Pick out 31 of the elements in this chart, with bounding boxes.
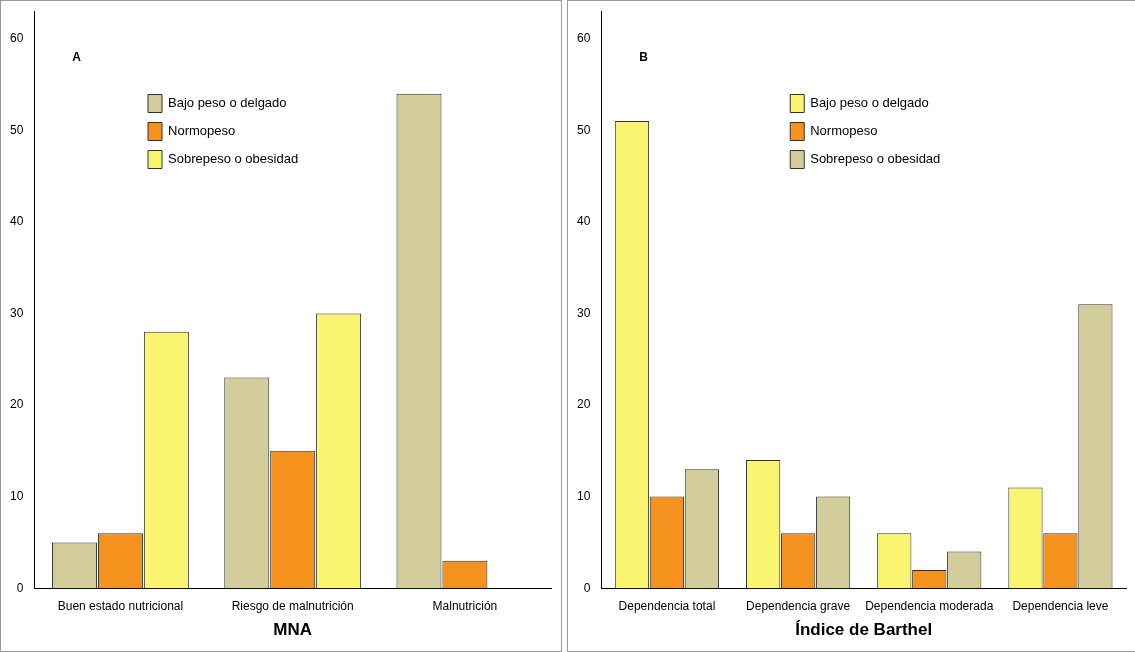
y-tick-label: 40 [576, 214, 591, 229]
x-tick-label: Dependencia leve [1012, 598, 1109, 613]
y-tick-label: 50 [9, 122, 24, 137]
y-tick-label: 10 [9, 488, 24, 503]
legend-label: Bajo peso o delgado [168, 95, 287, 111]
y-tick-label: 60 [576, 30, 591, 45]
x-tick-label: Dependencia moderada [865, 598, 994, 613]
annotation: B [639, 50, 649, 65]
x-tick-label: Buen estado nutricional [57, 598, 184, 613]
x-tick-label: Malnutrición [432, 598, 498, 613]
legend-label: Sobrepeso o obesidad [810, 151, 941, 167]
y-tick-label: 0 [16, 580, 24, 595]
x-tick-label: Dependencia grave [746, 598, 851, 613]
y-tick-label: 0 [583, 580, 591, 595]
legend-label: Normopeso [810, 123, 878, 139]
legend-label: Sobrepeso o obesidad [168, 151, 299, 167]
y-tick-label: 30 [9, 305, 24, 320]
y-tick-label: 60 [9, 30, 24, 45]
y-tick-label: 40 [9, 214, 24, 229]
y-tick-label: 50 [576, 122, 591, 137]
legend-label: Bajo peso o delgado [810, 95, 929, 111]
annotation: A [72, 50, 82, 65]
x-tick-label: Dependencia total [618, 598, 716, 613]
y-tick-label: 20 [9, 397, 24, 412]
x-tick-label: Riesgo de malnutrición [231, 598, 354, 613]
y-tick-label: 20 [576, 397, 591, 412]
y-tick-label: 30 [576, 305, 591, 320]
x-axis-title: MNA [273, 620, 313, 640]
y-tick-label: 10 [576, 488, 591, 503]
x-axis-title: Índice de Barthel [795, 620, 933, 640]
legend-label: Normopeso [168, 123, 236, 139]
